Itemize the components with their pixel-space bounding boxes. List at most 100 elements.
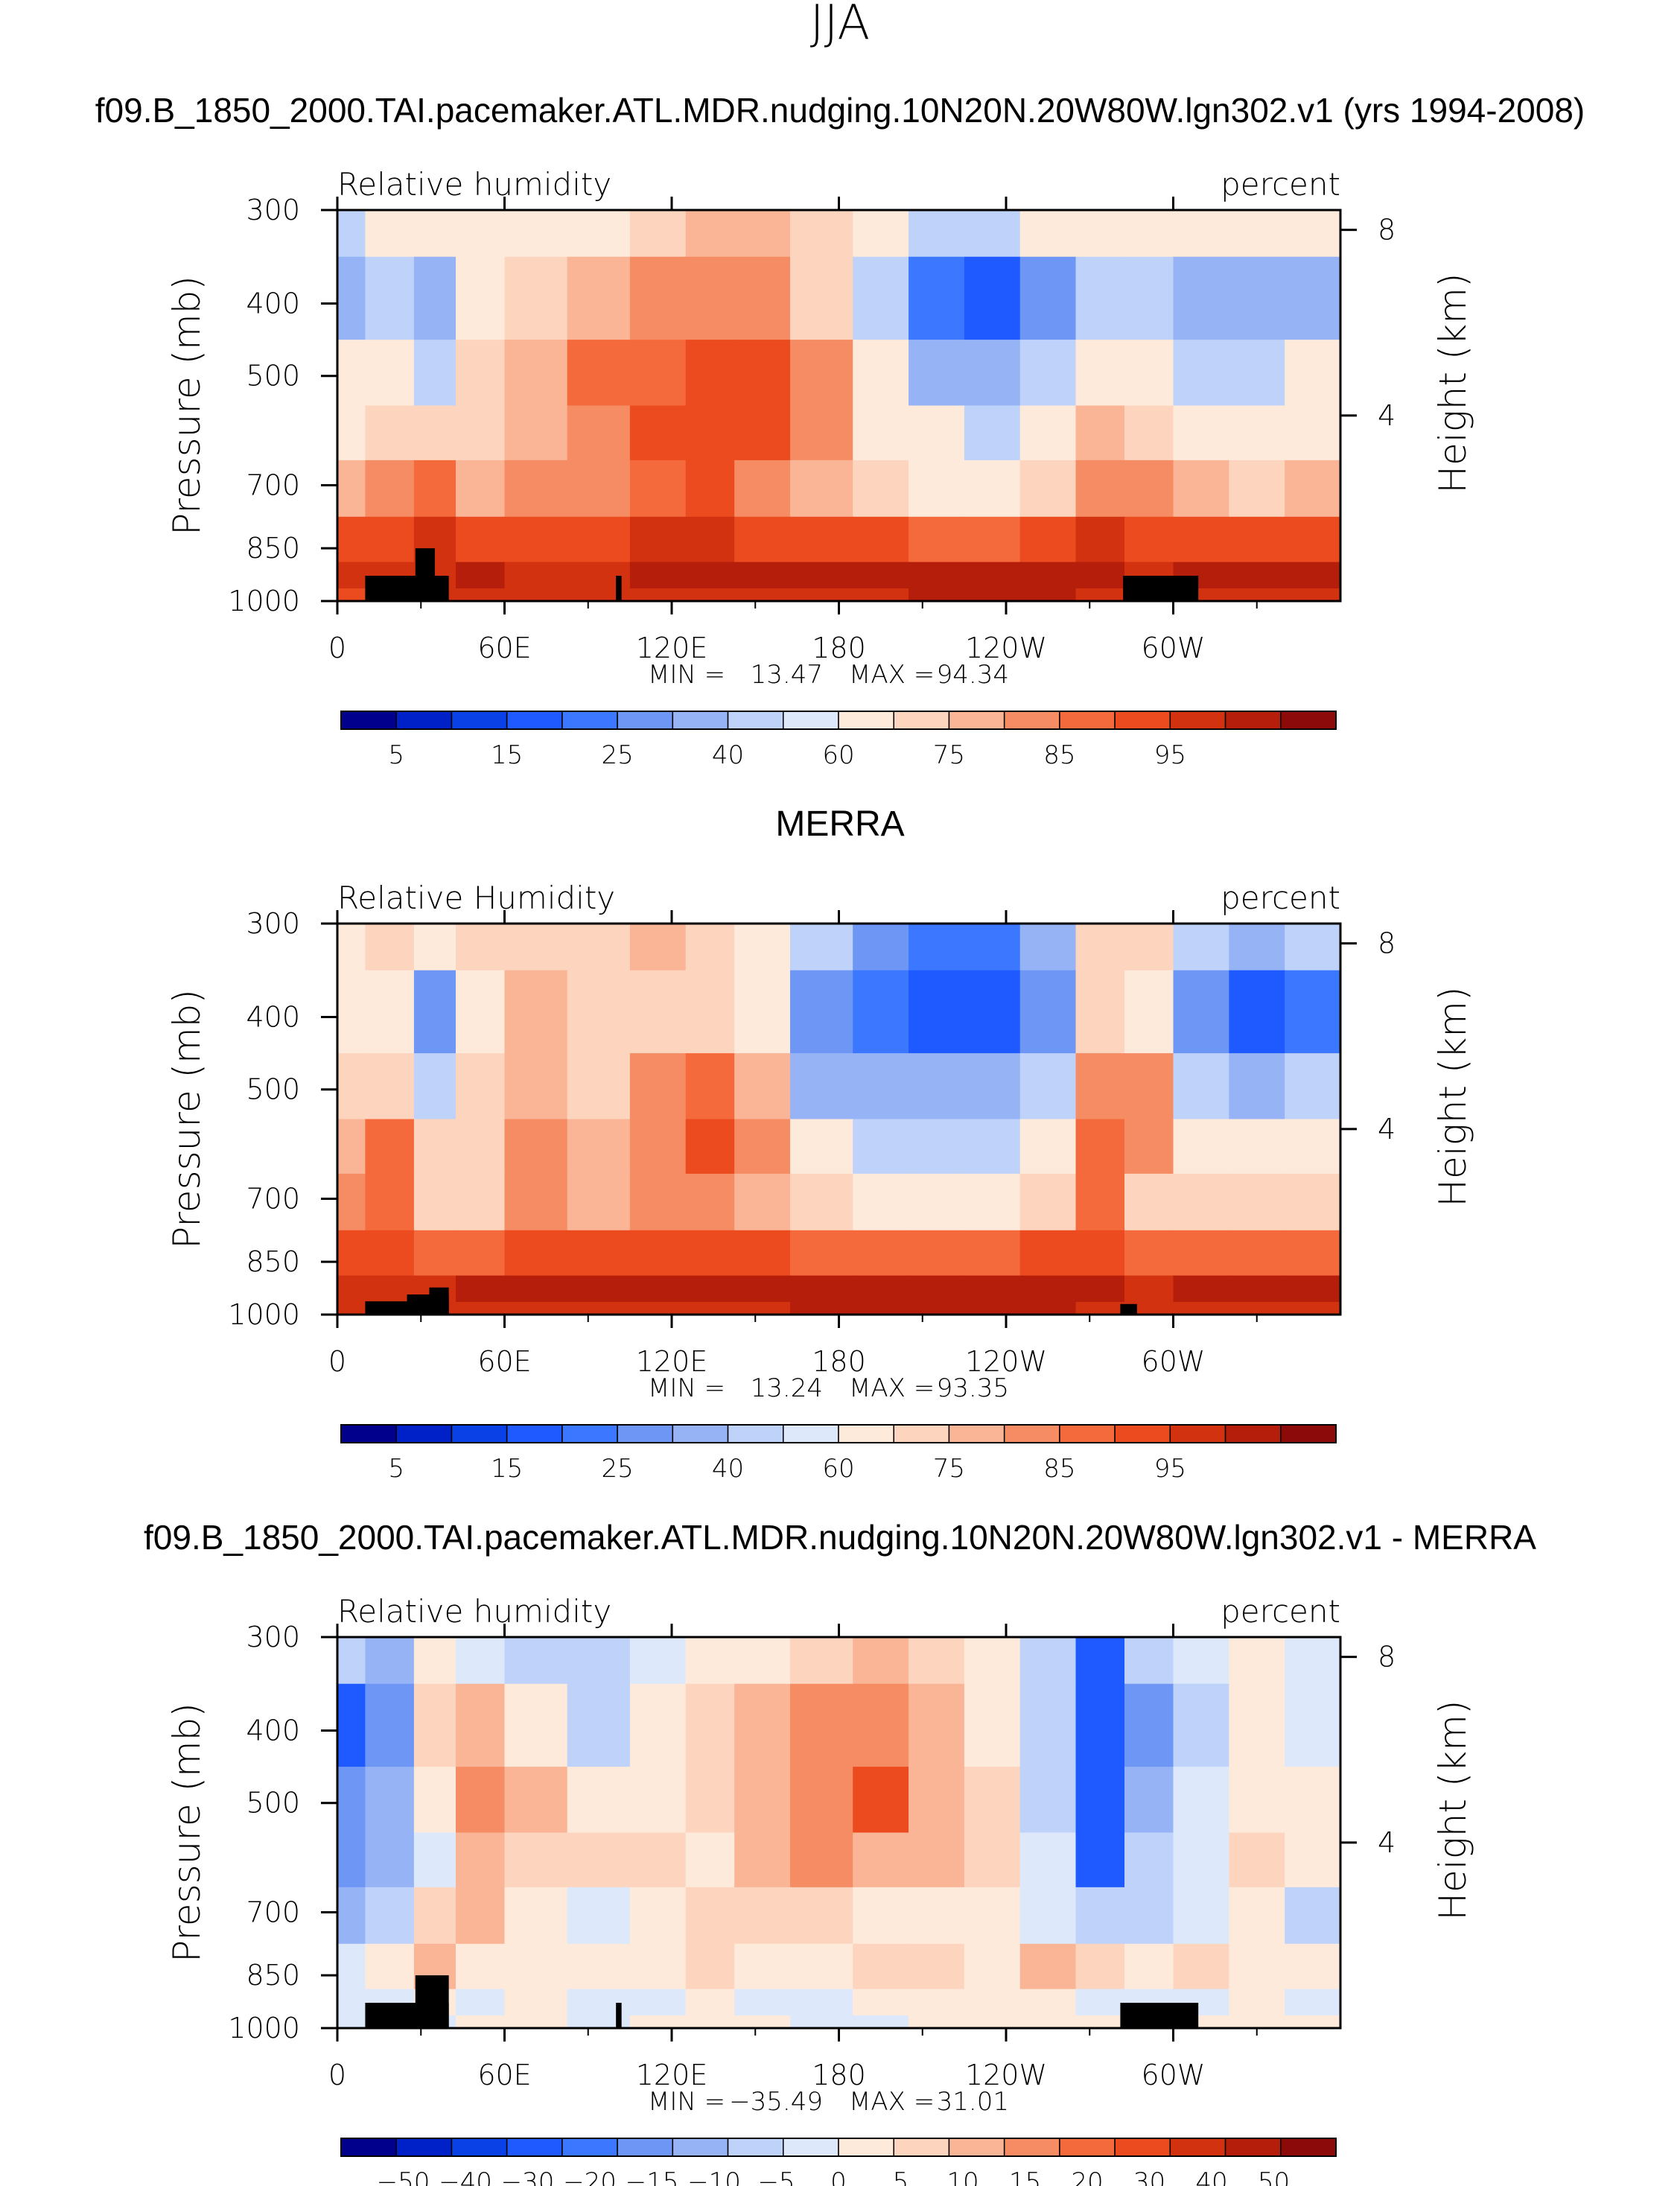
heatmap-cell — [964, 1637, 1021, 1685]
heatmap-cell — [629, 405, 687, 461]
max-value: 31.01 — [937, 2087, 1009, 2117]
heatmap-cell — [629, 1637, 687, 1685]
heatmap-cell — [734, 1832, 791, 1888]
heatmap-cell — [365, 1943, 415, 1990]
topography-mask — [429, 1287, 449, 1315]
heatmap-cell — [964, 405, 1021, 461]
heatmap-cell — [853, 1173, 909, 1231]
heatmap-cell — [1075, 1173, 1125, 1231]
y-tick-label: 1000 — [228, 2012, 300, 2044]
heatmap-cell — [1075, 516, 1125, 563]
heatmap-cell — [567, 2015, 631, 2029]
heatmap-cell — [413, 1832, 456, 1888]
heatmap-cell — [365, 1767, 415, 1834]
heatmap-cell — [1124, 970, 1174, 1054]
heatmap-cell — [964, 562, 1021, 589]
colorbar-label: 60 — [822, 740, 854, 770]
heatmap-cell — [567, 1302, 631, 1315]
colorbar-swatch — [451, 2138, 508, 2157]
colorbar-swatch — [893, 1424, 950, 1443]
heatmap-cell — [1229, 1683, 1285, 1767]
heatmap-cell — [790, 1173, 853, 1231]
colorbar-label: 20 — [1071, 2167, 1103, 2186]
colorbar-swatch — [1224, 1424, 1282, 1443]
heatmap-cell — [504, 1767, 568, 1834]
heatmap-cell — [685, 1989, 735, 2016]
heatmap-cell — [964, 1887, 1021, 1945]
heatmap-cell — [337, 460, 366, 518]
y2-tick-label: 8 — [1378, 214, 1396, 247]
heatmap-cell — [504, 405, 568, 461]
x-tick-label: 180 — [812, 632, 866, 664]
heatmap-cells — [337, 924, 1341, 1315]
heatmap-cell — [734, 1275, 791, 1303]
colorbar: −50 −40 −30 −20 −15 −10 −5 0 5 10 15 20 30 40 50 — [340, 2138, 1337, 2186]
heatmap-cell — [629, 562, 687, 589]
colorbar-label: 95 — [1154, 1454, 1186, 1484]
heatmap-cell — [685, 340, 735, 407]
heatmap-cell — [1229, 924, 1285, 971]
heatmap-cell — [337, 1230, 366, 1277]
colorbar-swatch — [948, 2138, 1005, 2157]
heatmap-cell — [1075, 924, 1125, 971]
heatmap-cell — [504, 516, 568, 563]
heatmap-cell — [1075, 210, 1125, 258]
heatmap-cell — [1124, 460, 1174, 518]
heatmap-cell — [964, 1943, 1021, 1990]
heatmap-cell — [1124, 1887, 1174, 1945]
x-tick-label: 60W — [1142, 1345, 1206, 1378]
heatmap-cell — [853, 1053, 909, 1120]
max-value: 94.34 — [937, 660, 1009, 690]
y2-tick-label: 8 — [1378, 927, 1396, 960]
heatmap-cell — [504, 1173, 568, 1231]
topography-mask — [616, 2003, 622, 2028]
heatmap-cell — [909, 1275, 965, 1303]
heatmap-cell — [1285, 1637, 1341, 1685]
min-label: MIN = — [648, 1373, 725, 1403]
heatmap-cell — [1019, 1302, 1077, 1315]
colorbar-label: 85 — [1043, 1454, 1075, 1484]
heatmap-cell — [456, 1683, 506, 1767]
heatmap-cell — [1285, 2015, 1341, 2029]
heatmap-cell — [1019, 1887, 1077, 1945]
heatmap-cell — [853, 562, 909, 589]
topography-mask — [365, 576, 449, 601]
colorbar-swatch — [506, 1424, 563, 1443]
heatmap-cell — [1075, 2015, 1125, 2029]
heatmap-cell — [413, 1119, 456, 1175]
heatmap-cell — [567, 1887, 631, 1945]
max-value: 93.35 — [937, 1373, 1009, 1403]
heatmap-cell — [504, 562, 568, 589]
heatmap-cell — [790, 1767, 853, 1834]
heatmap-cell — [1285, 256, 1341, 340]
heatmap-cell — [504, 1119, 568, 1175]
panel-title: f09.B_1850_2000.TAI.pacemaker.ATL.MDR.nu… — [144, 1518, 1536, 1557]
x-tick-label: 120E — [636, 1345, 708, 1378]
heatmap-cell — [790, 588, 853, 602]
heatmap-cell — [629, 210, 687, 258]
colorbar-swatch — [506, 2138, 563, 2157]
heatmap-cell — [1229, 1053, 1285, 1120]
heatmap-cell — [853, 970, 909, 1054]
heatmap-cell — [629, 1053, 687, 1120]
heatmap-cell — [790, 970, 853, 1054]
heatmap-cell — [1019, 1683, 1077, 1767]
heatmap-cell — [1285, 1119, 1341, 1175]
y-tick-label: 500 — [246, 1787, 300, 1820]
heatmap-cell — [1173, 1887, 1229, 1945]
heatmap-cell — [1075, 405, 1125, 461]
heatmap-cell — [1124, 405, 1174, 461]
colorbar-swatch — [1280, 711, 1337, 730]
colorbar-label: −20 — [563, 2167, 617, 2186]
heatmap-cell — [629, 340, 687, 407]
heatmap-cell — [456, 1887, 506, 1945]
heatmap-cell — [1124, 1275, 1174, 1303]
colorbar-swatch — [340, 711, 397, 730]
heatmap-cell — [456, 1302, 506, 1315]
heatmap-cell — [685, 1887, 735, 1945]
heatmap-cell — [413, 1767, 456, 1834]
variable-label: Relative humidity — [337, 166, 611, 203]
heatmap-cell — [337, 516, 366, 563]
heatmap-cell — [1285, 562, 1341, 589]
heatmap-cell — [337, 1832, 366, 1888]
